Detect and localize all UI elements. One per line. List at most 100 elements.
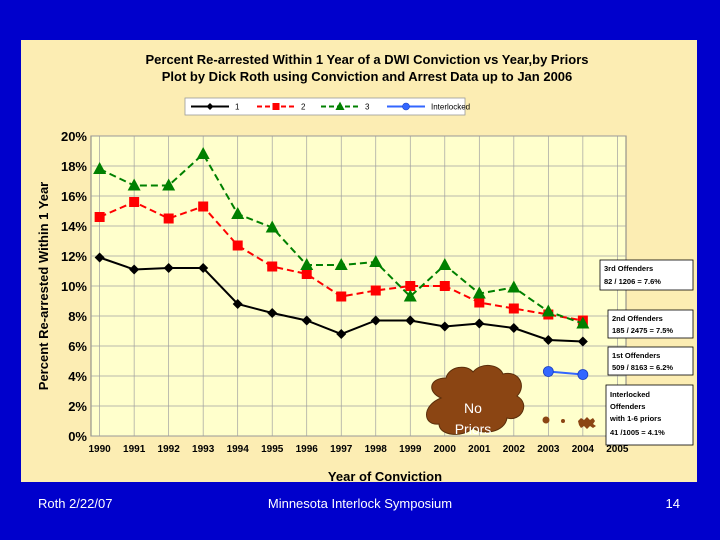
x-tick-label: 1995: [261, 444, 284, 455]
point-2: [163, 213, 174, 224]
series-1: [94, 252, 588, 347]
x-tick-label: 2001: [468, 444, 491, 455]
x-axis-label: Year of Conviction: [328, 469, 442, 482]
point-3: [127, 178, 141, 191]
annotation-third-title: 3rd Offenders: [604, 264, 653, 273]
point-3: [576, 316, 590, 329]
annotation-second-value: 185 / 2475 = 7.5%: [612, 326, 673, 335]
annotation-interlock-line2: Offenders: [610, 402, 645, 411]
point-3: [438, 258, 452, 270]
cloud-label-priors: Priors: [455, 421, 492, 437]
x-tick-label: 1998: [365, 444, 388, 455]
point-3: [334, 258, 348, 270]
x-tick-label: 1997: [330, 444, 353, 455]
x-tick-label: 2003: [537, 444, 560, 455]
x-tick-label: 1991: [123, 444, 146, 455]
point-2: [336, 291, 347, 302]
point-2: [405, 281, 416, 291]
point-1: [577, 336, 588, 347]
x-tick-label: 1993: [192, 444, 215, 455]
footer-event: Minnesota Interlock Symposium: [267, 496, 453, 511]
legend-label-interlocked: Interlocked: [431, 103, 470, 112]
point-3: [93, 162, 107, 174]
point-1: [370, 315, 381, 326]
point-3: [196, 147, 210, 159]
point-3: [162, 178, 176, 191]
annotation-second-offenders: 2nd Offenders 185 / 2475 = 7.5%: [607, 309, 694, 339]
annotation-interlock-line4: 41 /1005 = 4.1%: [610, 428, 665, 437]
point-2: [198, 201, 209, 212]
annotation-second-title: 2nd Offenders: [612, 314, 663, 323]
point-1: [543, 335, 554, 345]
legend-marker-1: [206, 103, 214, 110]
point-1: [198, 263, 209, 273]
legend-label-2: 2: [301, 103, 306, 112]
legend-marker-2: [272, 103, 280, 110]
point-3: [403, 289, 417, 302]
point-3: [265, 220, 279, 233]
point-2: [370, 285, 381, 296]
point-3: [541, 304, 555, 317]
footer-author-date: Roth 2/22/07: [38, 496, 113, 511]
y-tick-label: 0%: [68, 429, 87, 444]
chart-title: Percent Re-arrested Within 1 Year of a D…: [145, 52, 588, 67]
annotation-interlock-line3: with 1-6 priors: [609, 414, 661, 423]
point-2: [94, 212, 105, 222]
point-1: [439, 321, 450, 332]
point-1: [508, 323, 519, 333]
annotation-interlock-line1: Interlocked: [610, 390, 650, 399]
point-2: [439, 281, 450, 291]
y-tick-label: 14%: [61, 219, 87, 234]
point-3: [472, 286, 486, 299]
x-tick-label: 1992: [158, 444, 181, 455]
legend-marker-interlocked: [402, 102, 410, 111]
y-tick-label: 12%: [61, 249, 87, 264]
no-priors-cloud: No Priors: [426, 365, 525, 437]
series-layer: [93, 147, 590, 380]
legend-label-3: 3: [365, 103, 370, 112]
x-tick-label: 1990: [89, 444, 112, 455]
x-tick-label: 2000: [434, 444, 457, 455]
x-tick-label: 2002: [503, 444, 526, 455]
point-1: [129, 264, 140, 275]
point-2: [508, 303, 519, 314]
point-3: [369, 255, 383, 267]
slide-panel: Percent Re-arrested Within 1 Year of a D…: [21, 40, 697, 482]
annotation-third-value: 82 / 1206 = 7.6%: [604, 277, 661, 286]
point-interlocked: [542, 366, 554, 377]
cloud-puff: [561, 419, 565, 423]
annotation-first-value: 509 / 8163 = 6.2%: [612, 363, 673, 372]
point-3: [231, 207, 245, 219]
x-tick-label: 1996: [296, 444, 319, 455]
point-2: [129, 197, 140, 207]
y-axis-label: Percent Re-arrested Within 1 Year: [36, 182, 51, 390]
annotation-first-title: 1st Offenders: [612, 351, 660, 360]
cloud-label-no: No: [464, 400, 482, 416]
point-1: [267, 308, 278, 318]
point-2: [267, 261, 278, 272]
point-2: [232, 240, 243, 251]
point-3: [507, 280, 521, 293]
footer-slide-number: 14: [665, 496, 680, 511]
x-tick-label: 1994: [227, 444, 250, 455]
point-interlocked: [577, 369, 589, 380]
series-line-interlocked: [548, 370, 583, 376]
x-tick-label: 1999: [399, 444, 422, 455]
point-1: [163, 263, 174, 273]
point-1: [232, 299, 243, 309]
y-tick-label: 20%: [61, 129, 87, 144]
legend-marker-shape: [402, 102, 410, 111]
gridlines: [91, 135, 626, 437]
annotation-interlocked: Interlocked Offenders with 1-6 priors 41…: [605, 384, 694, 446]
y-tick-label: 10%: [61, 279, 87, 294]
cloud-puff: [578, 417, 596, 429]
point-1: [94, 252, 105, 263]
x-tick-label: 2005: [606, 444, 629, 455]
legend-label-1: 1: [235, 103, 240, 112]
y-tick-label: 16%: [61, 189, 87, 204]
point-1: [336, 329, 347, 339]
legend-marker-shape: [272, 103, 280, 110]
cloud-puff: [542, 416, 550, 424]
series-interlocked: [542, 366, 589, 380]
legend: 1 2 3 Interlocked: [184, 97, 470, 116]
